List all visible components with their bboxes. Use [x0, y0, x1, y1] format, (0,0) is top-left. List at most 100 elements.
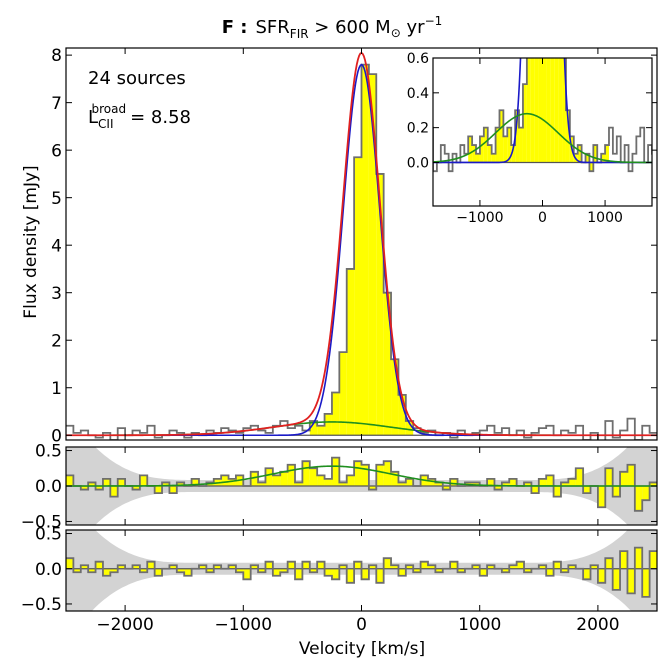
res2-fill-bar: [80, 565, 89, 569]
res1-fill-bar: [442, 486, 451, 490]
inset-fill-bar: [487, 145, 492, 163]
res2-fill-bar: [117, 565, 126, 569]
res1-fill-bar: [295, 482, 303, 486]
res2-fill-bar: [398, 568, 406, 576]
res2-fill-bar: [524, 568, 532, 573]
res1-fill-bar: [339, 482, 347, 486]
inset-fill-bar: [491, 153, 496, 163]
res2-fill-bar: [317, 561, 325, 569]
res1-fill-bar: [162, 482, 170, 486]
main-ytick-label: 0: [51, 426, 62, 446]
inset-fill-bar: [495, 127, 500, 163]
inset-xtick-label: 0: [538, 210, 547, 226]
res2-fill-bar: [605, 558, 613, 569]
res2-ytick-label: 0.0: [35, 560, 62, 580]
inset-fill-bar: [550, 58, 555, 163]
main-fill-bar: [361, 64, 369, 436]
inset-fill-bar: [522, 84, 527, 163]
res1-ytick-label: −0.5: [21, 513, 62, 533]
res2-plot-area: [66, 530, 657, 611]
res1-fill-bar: [258, 482, 266, 486]
main-fill-bar: [405, 420, 414, 436]
inset-broad-gaussian-curve: [433, 112, 652, 164]
inset-fill-bar: [562, 58, 566, 163]
inset-fill-bar: [534, 58, 539, 163]
residual-broad-gaussian-curve: [66, 465, 657, 487]
res2-fill-bar: [649, 551, 657, 569]
res2-fill-bar: [132, 565, 140, 569]
main-ytick-label: 5: [51, 189, 62, 209]
main-fill-bar: [376, 173, 384, 436]
inset-fill-bar: [476, 153, 480, 163]
res2-fill-bar: [427, 565, 436, 569]
res1-fill-bar: [450, 478, 458, 486]
inset-fill-bar: [605, 145, 609, 163]
res2-fill-bar: [560, 568, 569, 573]
res1-fill-bar: [575, 468, 584, 486]
res1-fill-bar: [102, 478, 111, 486]
res2-fill-bar: [309, 568, 318, 573]
main-fill-bar: [368, 74, 377, 436]
res2-fill-bar: [634, 547, 643, 569]
res1-fill-bar: [95, 486, 103, 490]
inset-narrow-gaussian-curve: [433, 58, 652, 164]
res2-fill-bar: [376, 568, 384, 583]
inset-fill-bar: [542, 58, 547, 163]
res1-spectrum-step: [66, 456, 657, 512]
res2-fill-bar: [331, 568, 340, 580]
res2-fill-bar: [110, 568, 118, 573]
res2-fill-bar: [139, 568, 148, 573]
res2-xtick-label: 1000: [458, 615, 501, 635]
chart-title: F : SFRFIR > 600 M⊙ yr−1: [222, 14, 443, 41]
res2-fill-bar: [272, 568, 281, 576]
res2-fill-bar: [546, 568, 554, 576]
res2-fill-bar: [302, 561, 310, 569]
res1-fill-bar: [272, 475, 281, 486]
res2-fill-bar: [405, 565, 414, 569]
inset-fill-bar: [483, 127, 488, 163]
inset-panel: 0.0 0.2 0.4 0.6 −1000 0 1000: [407, 51, 653, 226]
inset-fill-bar: [499, 110, 504, 163]
res1-ytick-label: 0.0: [35, 477, 62, 497]
res2-fill-bar: [420, 561, 428, 569]
res1-fill-bar: [368, 486, 377, 490]
res1-fill-bar: [346, 475, 355, 486]
res1-fill-bar: [221, 475, 229, 486]
res1-fill-bar: [66, 475, 74, 486]
res1-fill-bars: [66, 457, 657, 511]
res2-fill-bar: [265, 561, 273, 569]
res1-fill-bar: [302, 461, 310, 486]
res2-fill-bar: [642, 568, 650, 597]
res2-fill-bar: [391, 565, 399, 569]
main-ytick-label: 2: [51, 331, 62, 351]
res1-fill-bar: [435, 482, 443, 486]
inset-fill-bar: [472, 145, 477, 163]
inset-fill-bar: [546, 58, 551, 163]
main-ytick-label: 4: [51, 236, 62, 256]
res1-fill-bar: [627, 464, 635, 486]
res1-fill-bar: [560, 482, 569, 486]
res2-fill-bar: [339, 565, 347, 569]
res2-fill-bar: [501, 568, 510, 573]
inset-fill-bar: [577, 145, 582, 163]
res1-fill-bar: [494, 486, 502, 490]
res1-fill-bar: [634, 486, 643, 511]
res2-fill-bar: [95, 561, 103, 569]
inset-fill-bar: [479, 136, 484, 163]
res2-xtick-label: 2000: [576, 615, 619, 635]
inset-fill-bars: [468, 58, 609, 172]
res1-fill-bar: [391, 471, 399, 486]
res1-fill-bar: [531, 486, 539, 494]
res2-fill-bar: [583, 568, 591, 580]
res1-fill-bar: [361, 464, 369, 486]
inset-fill-bar: [507, 127, 512, 163]
main-fill-bar: [383, 292, 392, 436]
res1-plot-area: [66, 447, 657, 525]
res2-xtick-label: −1000: [215, 615, 273, 635]
res2-fill-bar: [169, 565, 177, 569]
inset-ytick-label: 0.2: [407, 121, 429, 137]
res2-fill-bar: [612, 568, 621, 590]
res2-fill-bar: [472, 565, 480, 569]
res2-fill-bar: [258, 568, 266, 573]
main-ytick-label: 8: [51, 46, 62, 66]
